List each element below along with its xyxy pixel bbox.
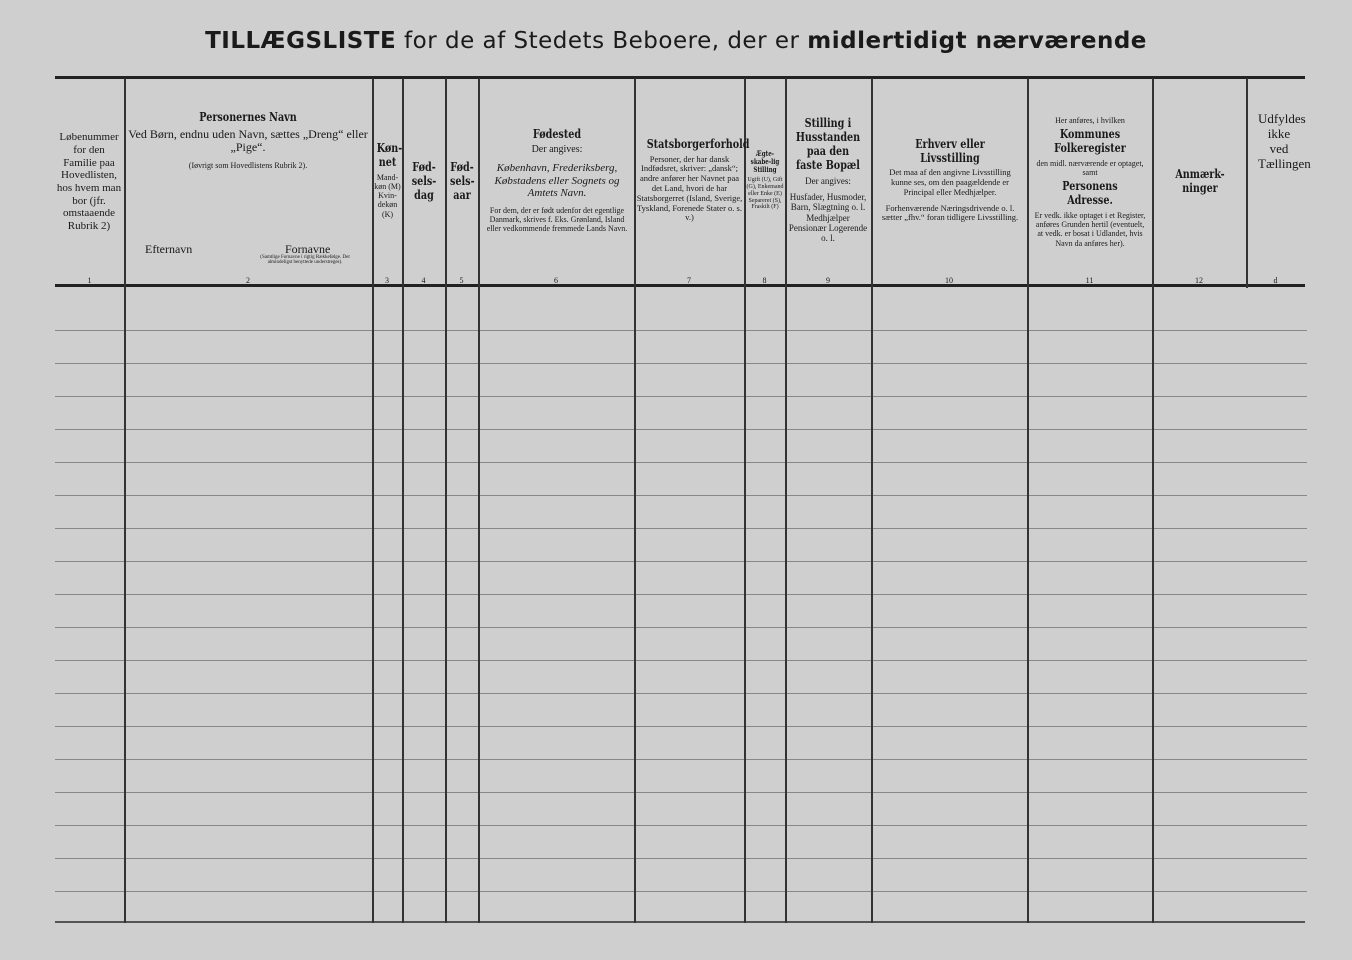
col-11-text-1: den midl. nærværende er optaget, samt [1036,159,1144,178]
col-11-heading: Kommunes Folkeregister [1054,127,1126,156]
bottom-rule [55,921,1305,923]
col-10-header: Erhverv eller Livsstilling Det maa af den… [880,82,1020,282]
row-line [55,396,1307,397]
row-line [55,561,1307,562]
col-6-heading: Fødested [532,126,582,141]
column-divider [445,78,447,923]
col-1-header: Løbenummer for den Familie paa Hovedlist… [56,82,122,282]
row-line [55,825,1307,826]
col-5-header: Fød-sels-aar [447,82,477,282]
column-divider [785,78,787,923]
col-11-text-2: Er vedk. ikke optaget i et Register, anf… [1034,211,1146,248]
col-11-heading-2: Personens Adresse. [1062,179,1118,208]
col-12-header: Anmærk-ninger [1155,82,1245,282]
form-title: TILLÆGSLISTE for de af Stedets Beboere, … [0,28,1352,54]
col-2-text: Ved Børn, endnu uden Navn, sættes „Dreng… [128,126,368,155]
col-9-heading: Stilling i Husstanden paa den faste Bopæ… [795,116,861,172]
col-8-header: Ægte-skabe-lig Stilling Ugift (U), Gift (… [746,82,784,282]
col-5-heading: Fød-sels-aar [450,160,475,202]
column-number: 6 [554,276,558,285]
row-line [55,759,1307,760]
column-number: 7 [687,276,691,285]
col-4-heading: Fød-sels-dag [411,160,437,202]
column-number: 3 [385,276,389,285]
column-number: 11 [1085,276,1094,285]
fornavne-note: (Samtlige Fornavne i rigtig Rækkefølge. … [260,255,350,265]
row-line [55,693,1307,694]
col-11-pre: Her anføres, i hvilken [1055,116,1125,126]
column-divider [1246,78,1248,288]
col-1-text: Løbenummer for den Familie paa Hovedlist… [56,131,122,232]
row-line [55,594,1307,595]
col-6-header: Fødested Der angives: København, Frederiks… [482,82,632,282]
column-divider [478,78,480,923]
col-3-header: Køn-net Mand-køn (M) Kvin-dekøn (K) [374,82,403,282]
col-12-heading: Anmærk-ninger [1175,167,1225,195]
col-3-heading: Køn-net [376,141,403,170]
fornavne-label: Fornavne [285,242,331,256]
column-divider [402,78,404,923]
column-divider [634,78,636,923]
col-d-header: Udfyldes ikke ved Tællingen [1258,82,1311,202]
col-2-heading: Personernes Navn [199,109,297,124]
column-number: 12 [1195,276,1203,285]
col-d-text: Udfyldes ikke ved Tællingen [1258,111,1311,171]
title-end: midlertidigt nærværende [807,28,1147,54]
column-divider [372,78,374,923]
column-number: 1 [87,276,92,285]
row-line [55,858,1307,859]
column-number: 5 [459,276,464,285]
row-line [55,726,1307,727]
col-6-text-1: Der angives: [531,144,583,156]
col-9-header: Stilling i Husstanden paa den faste Bopæ… [787,82,869,282]
col-2-note: (Iøvrigt som Hovedlistens Rubrik 2). [188,161,308,171]
row-line [55,330,1307,331]
row-line [55,792,1307,793]
col-3-text: Mand-køn (M) Kvin-dekøn (K) [374,172,401,219]
col-2-header: Personernes Navn Ved Børn, endnu uden Nav… [126,82,370,202]
col-9-text-1: Der angives: [805,175,851,186]
col-10-text-2: Forhenværende Næringsdrivende o. l. sætt… [881,202,1019,223]
row-line [55,462,1307,463]
row-line [55,891,1307,892]
column-number: 9 [826,276,830,285]
top-rule [55,76,1305,79]
column-number: 10 [945,276,953,285]
col-8-heading: Ægte-skabe-lig Stilling [750,148,780,174]
row-line [55,627,1307,628]
col-10-heading: Erhverv eller Livsstilling [915,136,985,165]
col-8-text: Ugift (U), Gift (G), Enkemand eller Enke… [746,176,784,211]
column-number: 4 [421,276,426,285]
col-4-header: Fød-sels-dag [404,82,444,282]
efternavn-label: Efternavn [145,242,193,256]
column-number: 8 [762,276,767,285]
col-7-heading: Statsborgerforhold [646,136,750,151]
header-rule [55,284,1305,287]
row-line [55,429,1307,430]
col-6-text-2: København, Frederiksberg, Købstadens ell… [494,161,620,200]
column-divider [871,78,873,923]
title-main: TILLÆGSLISTE [205,28,397,54]
col-10-text-1: Det maa af den angivne Livsstilling kunn… [889,167,1011,197]
column-divider [1027,78,1029,923]
row-line [55,528,1307,529]
column-divider [1152,78,1154,923]
row-line [55,660,1307,661]
title-rest: for de af Stedets Beboere, der er [404,28,800,54]
col-9-text-2: Husfader, Husmoder, Barn, Slægtning o. l… [788,191,868,244]
column-divider [124,78,126,923]
column-number: 2 [246,276,250,285]
column-divider [744,78,746,923]
row-line [55,363,1307,364]
row-line [55,495,1307,496]
col-6-text-3: For dem, der er født udenfor det egentli… [486,205,628,234]
column-number: d [1273,276,1278,285]
col-7-text: Personer, der har dansk Indfødsret, skri… [636,153,743,223]
col-11-header: Her anføres, i hvilken Kommunes Folkeregi… [1032,82,1148,282]
col-7-header: Statsborgerforhold Personer, der har dans… [636,82,750,282]
